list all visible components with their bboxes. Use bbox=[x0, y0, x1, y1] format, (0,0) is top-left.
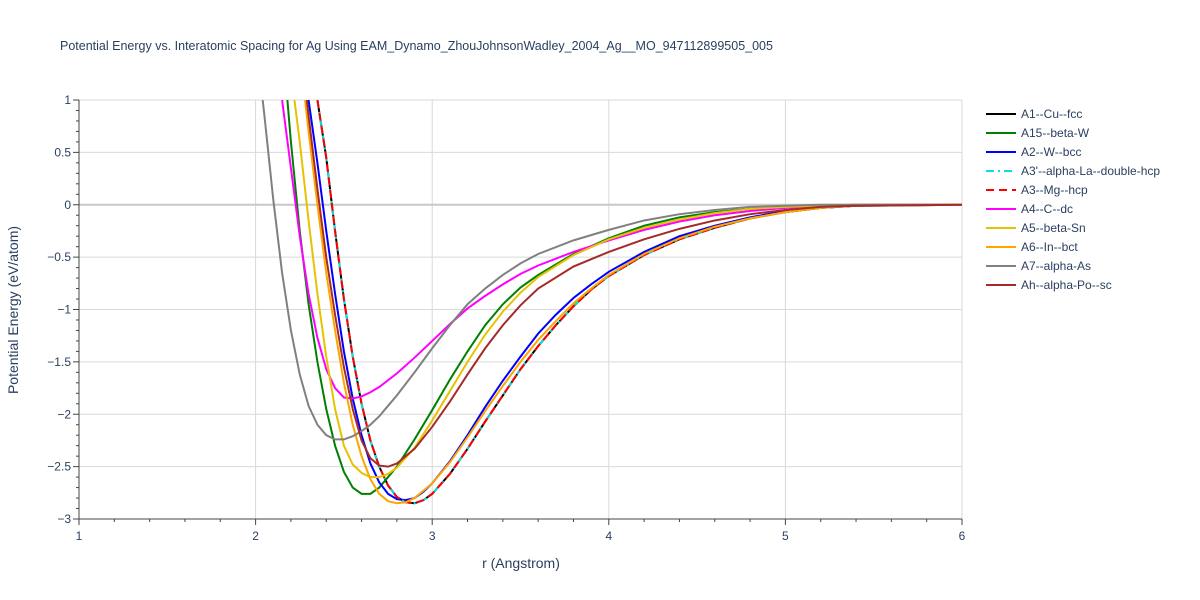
grid-layer bbox=[79, 99, 963, 519]
legend-item[interactable]: A2--W--bcc bbox=[986, 145, 1081, 159]
series-line-0[interactable] bbox=[316, 100, 962, 505]
y-tick-label: −1 bbox=[57, 303, 71, 317]
legend-label: A3--Mg--hcp bbox=[1021, 183, 1088, 197]
series-line-2[interactable] bbox=[307, 100, 962, 502]
y-tick-label: 0 bbox=[64, 198, 71, 212]
legend-label: A6--In--bct bbox=[1021, 240, 1078, 254]
legend-label: Ah--alpha-Po--sc bbox=[1021, 278, 1112, 292]
y-tick-label: −0.5 bbox=[47, 250, 71, 264]
x-tick-label: 1 bbox=[76, 529, 83, 543]
legend-item[interactable]: A1--Cu--fcc bbox=[986, 107, 1082, 121]
series-line-6[interactable] bbox=[293, 100, 962, 479]
legend-item[interactable]: A5--beta-Sn bbox=[986, 221, 1086, 235]
series-line-1[interactable] bbox=[286, 100, 962, 495]
legend-label: A15--beta-W bbox=[1021, 126, 1090, 140]
legend-item[interactable]: A4--C--dc bbox=[986, 202, 1073, 216]
x-tick-label: 4 bbox=[605, 529, 612, 543]
series-line-7[interactable] bbox=[304, 100, 962, 505]
series-line-9[interactable] bbox=[305, 100, 962, 468]
y-tick-label: −2.5 bbox=[47, 460, 71, 474]
x-tick-label: 3 bbox=[429, 529, 436, 543]
y-tick-label: 1 bbox=[64, 93, 71, 107]
series-line-8[interactable] bbox=[261, 100, 962, 441]
legend[interactable]: A1--Cu--fcc A15--beta-W A2--W--bcc A3'--alp… bbox=[986, 107, 1160, 292]
series-line-4[interactable] bbox=[316, 100, 962, 505]
legend-label: A2--W--bcc bbox=[1021, 145, 1081, 159]
legend-label: A5--beta-Sn bbox=[1021, 221, 1086, 235]
x-tick-label: 6 bbox=[959, 529, 966, 543]
legend-label: A7--alpha-As bbox=[1021, 259, 1091, 273]
legend-item[interactable]: A15--beta-W bbox=[986, 126, 1090, 140]
legend-item[interactable]: A6--In--bct bbox=[986, 240, 1078, 254]
axis-layer: 1 2 3 4 5 6 1 0.5 0 −0.5 −1 −1.5 −2 −2.5 −3 bbox=[47, 93, 965, 543]
chart-title: Potential Energy vs. Interatomic Spacing… bbox=[60, 39, 773, 53]
y-tick-label: −1.5 bbox=[47, 355, 71, 369]
legend-label: A3'--alpha-La--double-hcp bbox=[1021, 164, 1160, 178]
x-tick-label: 5 bbox=[782, 529, 789, 543]
series-layer bbox=[261, 100, 962, 505]
y-tick-label: −3 bbox=[57, 512, 71, 526]
y-axis-title: Potential Energy (eV/atom) bbox=[5, 226, 21, 394]
legend-label: A1--Cu--fcc bbox=[1021, 107, 1082, 121]
series-line-5[interactable] bbox=[281, 100, 962, 400]
x-tick-label: 2 bbox=[252, 529, 259, 543]
legend-item[interactable]: A7--alpha-As bbox=[986, 259, 1091, 273]
legend-item[interactable]: A3--Mg--hcp bbox=[986, 183, 1088, 197]
legend-item[interactable]: A3'--alpha-La--double-hcp bbox=[986, 164, 1160, 178]
y-tick-label: −2 bbox=[57, 407, 71, 421]
x-axis-title: r (Angstrom) bbox=[482, 555, 560, 571]
legend-item[interactable]: Ah--alpha-Po--sc bbox=[986, 278, 1112, 292]
y-tick-label: 0.5 bbox=[54, 145, 71, 159]
series-line-3[interactable] bbox=[316, 100, 962, 505]
legend-label: A4--C--dc bbox=[1021, 202, 1073, 216]
